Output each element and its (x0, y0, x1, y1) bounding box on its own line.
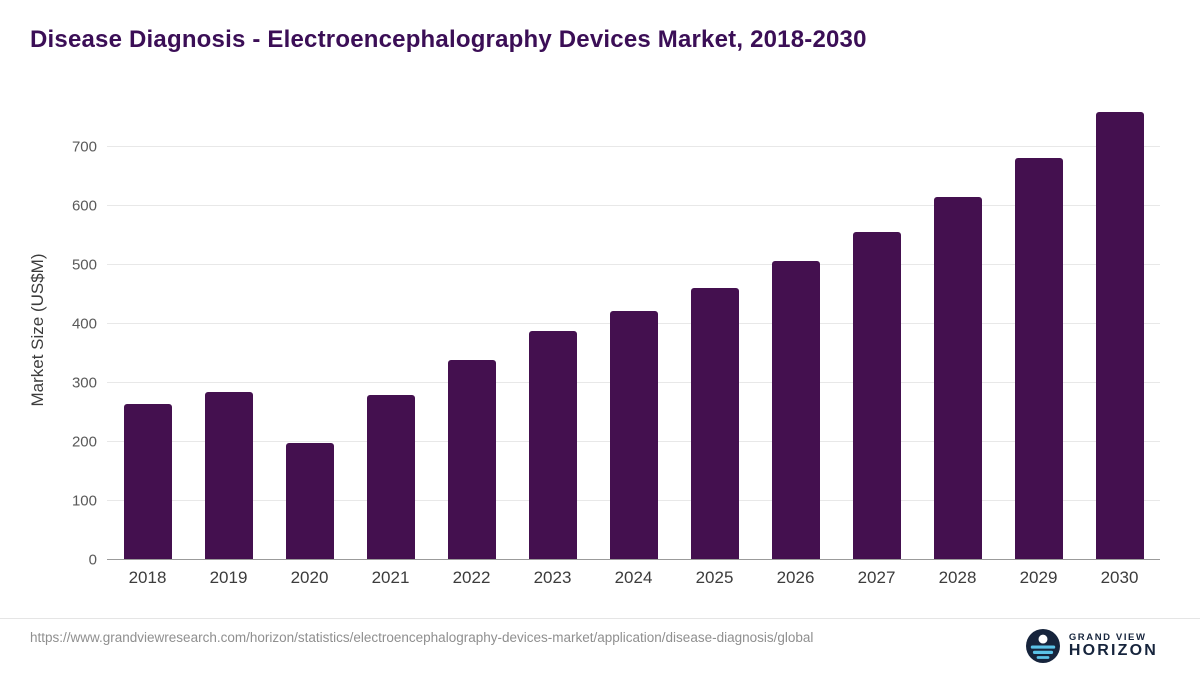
x-axis-line (107, 559, 1160, 560)
x-tick-label: 2026 (776, 568, 815, 587)
footer: https://www.grandviewresearch.com/horizo… (0, 618, 1200, 675)
bar-slot (755, 100, 836, 560)
y-tick-label: 400 (71, 315, 97, 333)
bar-slot (188, 100, 269, 560)
x-tick-label: 2020 (290, 568, 329, 587)
bar-2020 (285, 443, 334, 560)
logo: GRAND VIEW HORIZON (1025, 629, 1158, 663)
gridline (107, 146, 1160, 148)
bar-slot (350, 100, 431, 560)
bar-slot (917, 100, 998, 560)
bar-2025 (690, 287, 739, 560)
x-tick-label: 2027 (857, 568, 896, 587)
y-tick-label: 600 (71, 197, 97, 215)
bar-2021 (366, 394, 415, 560)
x-tick-label: 2021 (371, 568, 410, 587)
x-tick-label: 2030 (1100, 568, 1139, 587)
bar-slot (593, 100, 674, 560)
x-tick-label: 2029 (1019, 568, 1058, 587)
x-tick-label: 2023 (533, 568, 572, 587)
x-tick-label: 2024 (614, 568, 653, 587)
bar-slot (512, 100, 593, 560)
bar-2018 (123, 403, 172, 560)
bar-slot (431, 100, 512, 560)
y-tick-label: 700 (71, 138, 97, 156)
logo-line1: GRAND VIEW (1068, 631, 1147, 643)
x-tick-label: 2019 (209, 568, 248, 587)
y-tick-label: 300 (71, 374, 97, 392)
bar-2028 (933, 196, 982, 560)
grand-view-horizon-logo-icon (1025, 629, 1060, 663)
bar-slot (836, 100, 917, 560)
x-tick-label: 2025 (695, 568, 734, 587)
bar-2030 (1095, 111, 1144, 560)
bar-2026 (771, 261, 820, 560)
bar-slot (1079, 100, 1160, 560)
bar-2019 (204, 391, 253, 560)
logo-line2: HORIZON (1068, 641, 1158, 659)
x-tick-label: 2022 (452, 568, 491, 587)
bar-slot (674, 100, 755, 560)
bar-slot (107, 100, 188, 560)
bar-2023 (528, 331, 577, 560)
plot-area (107, 100, 1160, 560)
y-tick-label: 200 (71, 433, 97, 451)
bar-slot (269, 100, 350, 560)
y-tick-label: 100 (71, 492, 97, 510)
x-tick-labels: 2018 2019 2020 2021 2022 2023 2024 2025 2026 2027… (107, 568, 1160, 594)
gridline (107, 264, 1160, 266)
bar-2027 (852, 231, 901, 560)
bar-2029 (1014, 157, 1063, 560)
bar-2024 (609, 311, 658, 560)
chart-title: Disease Diagnosis - Electroencephalograp… (30, 26, 867, 53)
x-tick-label: 2018 (128, 568, 167, 587)
y-axis-title: Market Size (US$M) (28, 253, 47, 407)
logo-text: GRAND VIEW HORIZON (1068, 631, 1158, 660)
source-url: https://www.grandviewresearch.com/horizo… (30, 630, 814, 645)
bar-slot (998, 100, 1079, 560)
y-tick-label: 500 (71, 256, 97, 274)
x-tick-label: 2028 (938, 568, 977, 587)
bar-2022 (447, 359, 496, 560)
gridline (107, 205, 1160, 207)
y-tick-label: 0 (88, 551, 97, 569)
y-tick-labels: 0 100 200 300 400 500 600 700 (55, 100, 97, 569)
